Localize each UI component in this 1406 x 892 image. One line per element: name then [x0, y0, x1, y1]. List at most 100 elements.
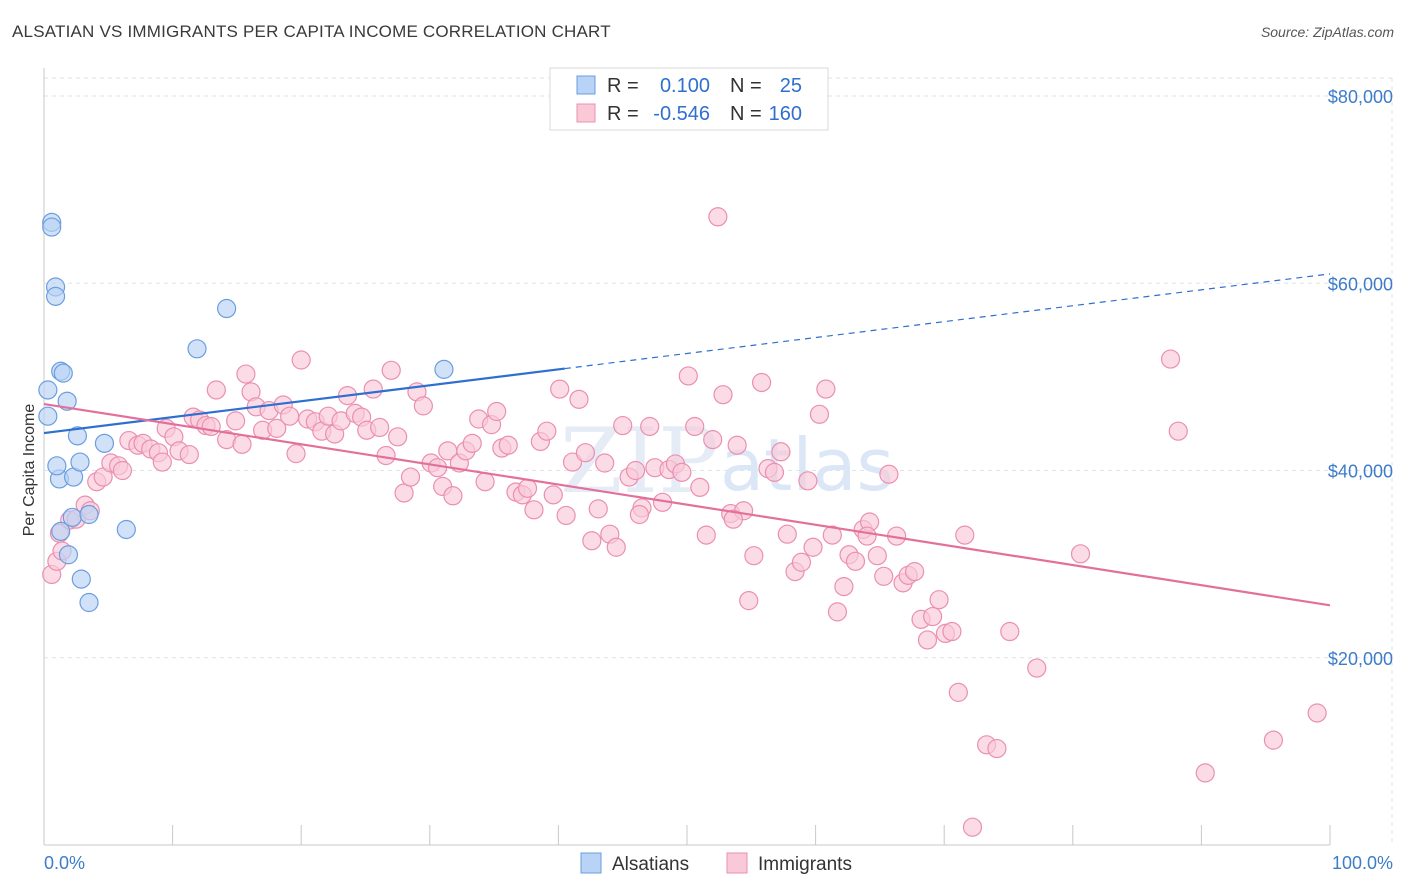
- legend-swatch-immigrants: [576, 103, 596, 123]
- immigrants-point-123: [816, 379, 836, 399]
- alsatians-point-14: [67, 426, 88, 446]
- alsatians-point-22: [187, 339, 207, 359]
- immigrants-point-113: [751, 372, 772, 393]
- immigrants-point-69: [475, 472, 495, 492]
- y-tick-label-2: $60,000: [1328, 274, 1393, 294]
- bottom-legend-label-alsatians: Alsatians: [612, 854, 689, 875]
- immigrants-point-155: [1263, 730, 1284, 750]
- immigrants-point-128: [845, 551, 866, 571]
- bottom-legend-swatch-alsatians: [580, 852, 602, 874]
- immigrants-point-131: [867, 546, 887, 566]
- immigrants-point-86: [582, 531, 602, 551]
- alsatians-point-23: [434, 359, 454, 379]
- alsatians-point-15: [70, 452, 90, 472]
- immigrants-point-71: [487, 401, 507, 422]
- immigrants-point-148: [987, 738, 1007, 759]
- x-tick-labels: 0.0% 100.0%: [44, 853, 1393, 873]
- immigrants-point-119: [791, 552, 812, 572]
- immigrants-point-103: [690, 477, 710, 497]
- immigrants-point-107: [713, 385, 733, 405]
- immigrants-point-87: [588, 499, 608, 519]
- immigrants-point-125: [827, 602, 848, 622]
- immigrants-point-106: [708, 207, 728, 227]
- immigrants-point-144: [948, 682, 968, 702]
- immigrants-point-81: [550, 379, 570, 399]
- immigrants-point-140: [923, 606, 943, 627]
- immigrants-point-27: [206, 380, 226, 400]
- immigrants-point-22: [179, 444, 199, 465]
- immigrants-point-139: [917, 630, 938, 650]
- alsatians-point-18: [79, 592, 99, 613]
- legend-n-label-1: N =: [730, 75, 762, 97]
- immigrants-point-120: [798, 471, 818, 491]
- bottom-legend-swatch-immigrants: [726, 852, 748, 874]
- immigrants-point-76: [517, 478, 538, 498]
- immigrants-point-54: [381, 360, 401, 380]
- immigrants-point-29: [226, 411, 246, 431]
- x-tick-label-0: 0.0%: [44, 853, 85, 873]
- alsatians-point-1: [38, 380, 58, 400]
- immigrants-point-143: [942, 621, 962, 642]
- immigrants-point-55: [388, 427, 408, 447]
- trend-lines: [43, 273, 1331, 607]
- immigrants-point-152: [1160, 349, 1181, 369]
- immigrants-point-12: [112, 460, 133, 481]
- immigrants-point-132: [874, 566, 894, 586]
- immigrants-point-52: [370, 417, 390, 438]
- immigrants-point-133: [879, 464, 899, 484]
- alsatians-point-3: [42, 217, 62, 237]
- alsatians-point-8: [57, 391, 77, 411]
- alsatians-point-7: [53, 363, 73, 383]
- alsatians-points: [38, 212, 454, 613]
- immigrants-point-51: [363, 379, 383, 399]
- legend-r-value-2: -0.546: [653, 103, 710, 125]
- immigrants-point-111: [739, 591, 759, 611]
- immigrants-point-38: [280, 406, 300, 426]
- immigrants-point-159: [629, 504, 650, 525]
- top-legend: R = 0.100 N = 25 R = -0.546 N = 160: [549, 67, 829, 131]
- chart-source: Source: ZipAtlas.com: [1260, 24, 1394, 40]
- legend-r-value-1: 0.100: [660, 75, 710, 97]
- alsatians-point-10: [58, 545, 79, 565]
- bottom-legend: Alsatians Immigrants: [580, 852, 852, 875]
- immigrants-point-90: [606, 537, 626, 557]
- alsatians-point-12: [62, 507, 82, 527]
- immigrants-point-112: [744, 546, 764, 566]
- immigrants-point-149: [1000, 621, 1020, 642]
- immigrants-point-57: [400, 467, 421, 487]
- y-tick-label-1: $40,000: [1328, 462, 1393, 482]
- immigrants-point-158: [723, 509, 743, 529]
- immigrants-point-141: [929, 590, 949, 610]
- alsatians-point-20: [116, 519, 136, 540]
- immigrants-point-146: [962, 817, 983, 837]
- immigrants-point-105: [703, 430, 723, 450]
- alsatians-point-0: [38, 406, 58, 426]
- x-tick-label-1: 100.0%: [1332, 853, 1393, 873]
- y-tick-label-0: $20,000: [1328, 649, 1393, 669]
- y-tick-labels: $20,000 $40,000 $60,000 $80,000: [1328, 87, 1393, 669]
- immigrants-point-157: [857, 526, 877, 546]
- legend-r-label-2: R =: [607, 103, 639, 125]
- legend-n-label-2: N =: [730, 103, 762, 125]
- immigrants-point-39: [286, 444, 306, 464]
- immigrants-point-124: [822, 525, 842, 545]
- alsatians-point-16: [71, 569, 91, 589]
- immigrants-point-67: [462, 433, 482, 453]
- immigrants-point-145: [955, 525, 975, 545]
- alsatians-trend-line: [43, 367, 565, 435]
- immigrants-points: [42, 207, 1327, 837]
- immigrants-point-56: [394, 483, 414, 503]
- top-legend-frame: [549, 67, 829, 131]
- alsatians-point-24: [47, 456, 67, 476]
- legend-r-label-1: R =: [607, 75, 639, 97]
- immigrants-point-121: [803, 537, 823, 557]
- watermark-atlas: atlas: [720, 423, 894, 507]
- alsatians-point-11: [51, 521, 71, 541]
- immigrants-point-82: [556, 505, 576, 526]
- alsatians-point-19: [94, 433, 115, 453]
- immigrants-point-101: [678, 366, 698, 386]
- immigrants-point-117: [777, 524, 797, 544]
- immigrants-point-95: [640, 416, 660, 437]
- y-axis-title: Per Capita Income: [21, 404, 38, 537]
- immigrants-point-137: [905, 562, 925, 582]
